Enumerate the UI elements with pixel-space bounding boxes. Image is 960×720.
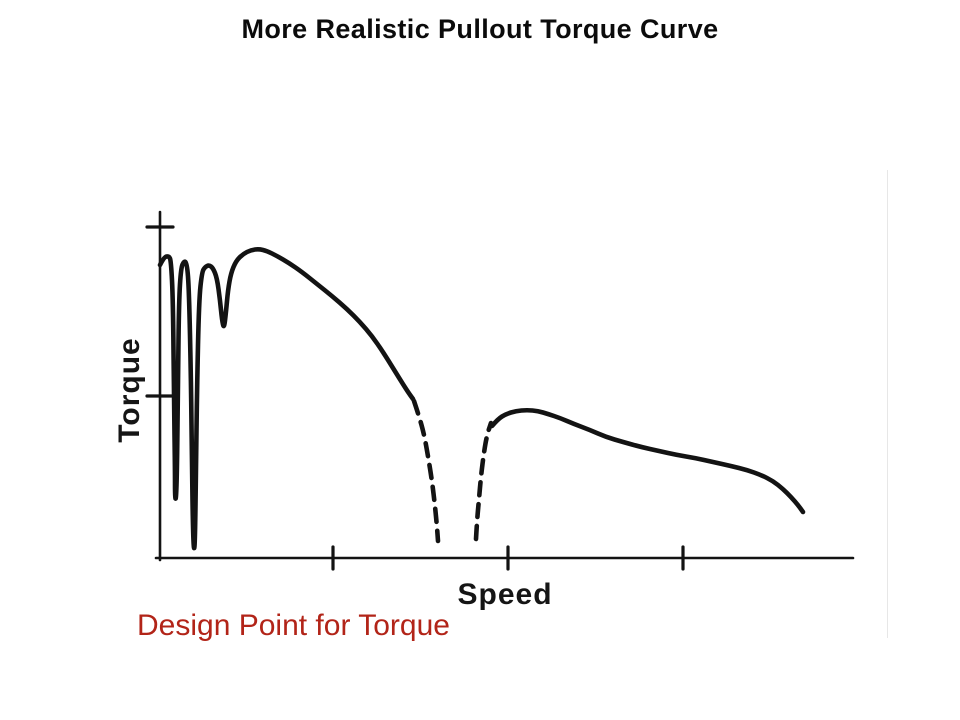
curve-segment-high-speed-second-hump-and-falloff [489,407,806,515]
curve-segment-mid-band-collapse-descending [411,398,441,544]
scan-right-edge [887,170,888,638]
x-axis-label: Speed [457,578,553,611]
curve-segment-low-speed-region-with-resonance-dips [157,247,416,551]
design-point-caption: Design Point for Torque [137,609,450,642]
y-axis-label: Torque [113,337,146,443]
curve-segment-mid-band-recovery-ascending [473,420,494,542]
slide-title: More Realistic Pullout Torque Curve [241,14,719,44]
